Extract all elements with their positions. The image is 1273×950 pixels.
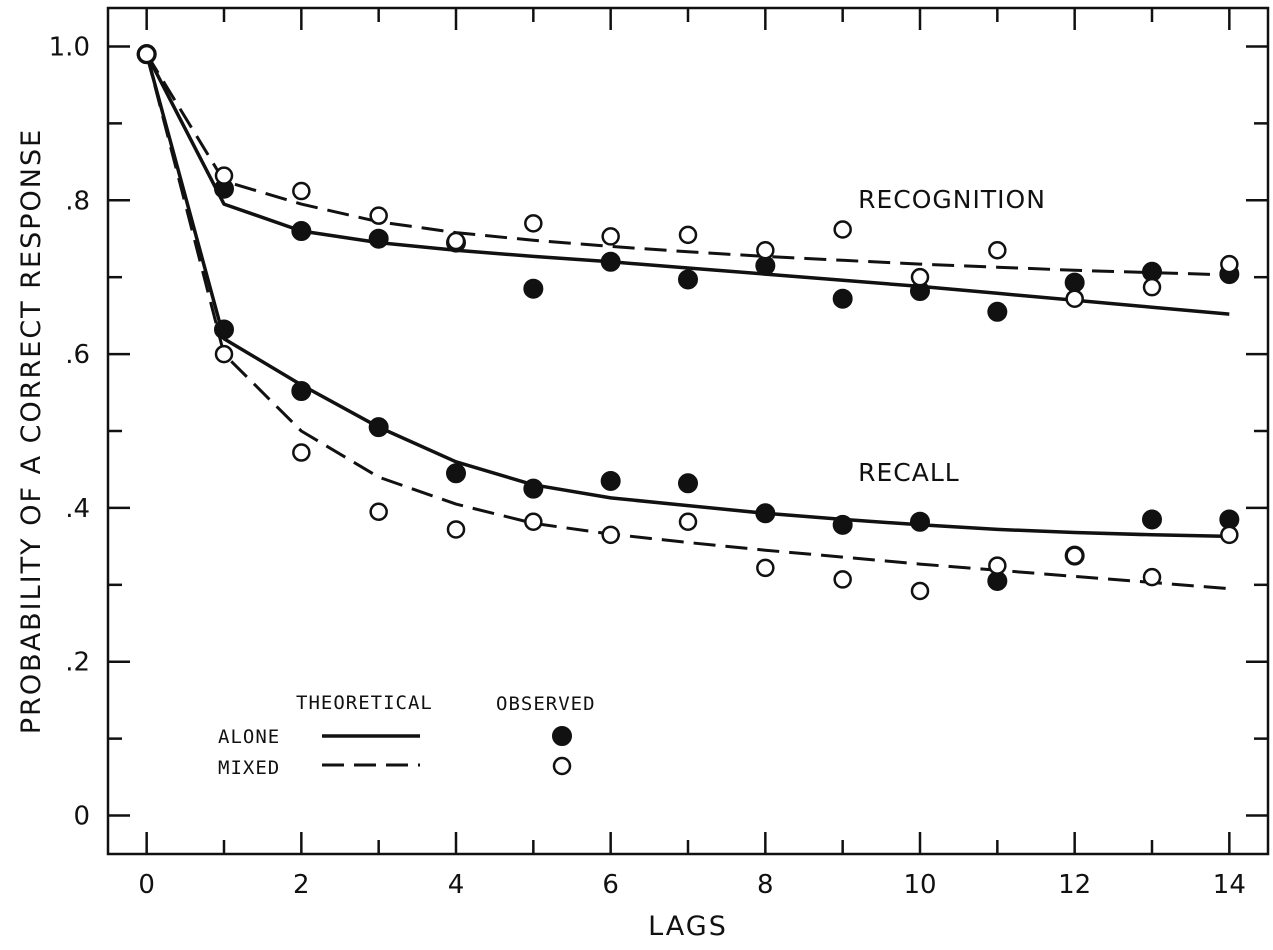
x-tick-label-12: 12 (1058, 870, 1091, 900)
recognition-mixed-observed-point-4 (446, 231, 466, 251)
recognition-alone-theoretical-line (145, 53, 1230, 316)
recall-mixed-observed-point-9 (833, 570, 852, 589)
recognition-mixed-observed-point-9 (833, 220, 852, 239)
recall-alone-observed-point-9 (832, 514, 853, 535)
recognition-mixed-observed-point-14 (1220, 254, 1239, 274)
recognition-mixed-observed-point-12 (1065, 289, 1084, 308)
annotation-recall: RECALL (858, 458, 960, 487)
annotations: RECOGNITION RECALL (858, 185, 1046, 487)
x-tick-label-8: 8 (757, 870, 774, 900)
recall-mixed-observed-point-12 (1065, 546, 1084, 565)
tick-labels: 0 2 4 6 8 10 12 14 0 .2 .4 .6 .8 1.0 (49, 32, 1246, 900)
recall-mixed-observed-point-8 (756, 558, 775, 578)
x-tick-label-2: 2 (293, 870, 310, 900)
recognition-mixed-observed-point-6 (601, 227, 620, 246)
recall-alone-observed-point-7 (678, 473, 698, 494)
recognition-mixed-observed-point-2 (292, 181, 311, 201)
recall-alone-observed-point-6 (600, 470, 621, 491)
x-tick-label-4: 4 (448, 870, 465, 900)
y-tick-label-0: 0 (73, 802, 90, 832)
legend-theoretical-header: THEORETICAL (296, 692, 433, 714)
recognition-mixed-observed-point-3 (369, 206, 388, 225)
legend-observed-header: OBSERVED (496, 693, 596, 715)
x-tick-label-14: 14 (1213, 870, 1246, 900)
recall-alone-observed-point-8 (755, 503, 776, 524)
recall-alone-observed-point-5 (523, 478, 544, 499)
recognition-mixed-observed-point-11 (988, 241, 1007, 260)
recognition-alone-observed-point-12 (1064, 272, 1085, 293)
recall-alone-observed-point-4 (446, 463, 466, 484)
recognition-alone-observed-point-5 (523, 278, 544, 299)
recall-alone-observed-point-13 (1142, 509, 1162, 530)
recall-mixed-observed-point-10 (910, 581, 930, 601)
recall-mixed-observed-point-3 (369, 502, 388, 522)
recall-mixed-theoretical-line (145, 53, 1230, 591)
recognition-mixed-observed-point-8 (756, 241, 775, 260)
recognition-mixed-observed-point-13 (1142, 277, 1162, 297)
ticks (108, 8, 1268, 854)
recall-mixed-observed-point-6 (601, 525, 620, 545)
recognition-mixed-observed-point-7 (678, 225, 698, 245)
recall-alone-observed-point-10 (910, 511, 930, 532)
recall-alone-observed-point-1 (214, 319, 234, 340)
recall-mixed-observed-point-4 (446, 520, 466, 539)
annotation-recognition: RECOGNITION (858, 185, 1046, 214)
y-tick-label-0.8: .8 (65, 186, 90, 216)
theoretical-lines (145, 53, 1230, 591)
y-axis-title: PROBABILITY OF A CORRECT RESPONSE (16, 128, 47, 734)
recall-mixed-observed-point-11 (988, 556, 1007, 575)
recall-alone-observed-point-2 (291, 381, 312, 402)
y-tick-label-1: 1.0 (49, 32, 90, 62)
recognition-alone-observed-point-11 (987, 301, 1008, 322)
recall-alone-observed-point-3 (368, 417, 389, 438)
recall-mixed-observed-point-14 (1220, 525, 1239, 545)
legend-filled-marker (552, 726, 572, 746)
x-axis-title: LAGS (648, 911, 728, 942)
recognition-alone-observed-point-9 (832, 288, 853, 309)
plot-frame (106, 6, 1270, 856)
recognition-mixed-observed-point-10 (910, 267, 930, 287)
recognition-alone-observed-point-2 (291, 221, 312, 242)
recall-mixed-observed-point-1 (214, 344, 234, 364)
recall-mixed-observed-point-7 (678, 512, 698, 532)
legend-mixed-label: MIXED (218, 757, 280, 779)
observed-markers (136, 44, 1240, 601)
legend-alone-label: ALONE (218, 726, 280, 748)
x-tick-label-10: 10 (903, 870, 936, 900)
y-tick-label-0.6: .6 (65, 340, 90, 370)
recognition-mixed-observed-point-1 (214, 166, 234, 185)
recognition-alone-observed-point-3 (368, 228, 389, 249)
recognition-mixed-observed-point-5 (524, 214, 543, 233)
recall-mixed-observed-point-5 (524, 512, 543, 532)
y-tick-label-0.2: .2 (65, 648, 90, 678)
x-tick-label-6: 6 (602, 870, 619, 900)
recognition-mixed-theoretical-line (145, 53, 1230, 277)
recognition-alone-observed-point-6 (600, 251, 621, 272)
recall-mixed-observed-point-2 (292, 443, 311, 462)
y-tick-label-0.4: .4 (65, 494, 90, 524)
x-tick-label-0: 0 (138, 870, 155, 900)
recognition-alone-observed-point-7 (678, 269, 698, 290)
legend-open-marker (552, 756, 572, 776)
recall-mixed-observed-point-0 (137, 44, 156, 64)
recall-alone-theoretical-line (145, 53, 1230, 539)
legend: THEORETICAL OBSERVED ALONE MIXED (218, 692, 596, 779)
recall-mixed-observed-point-13 (1142, 567, 1162, 587)
